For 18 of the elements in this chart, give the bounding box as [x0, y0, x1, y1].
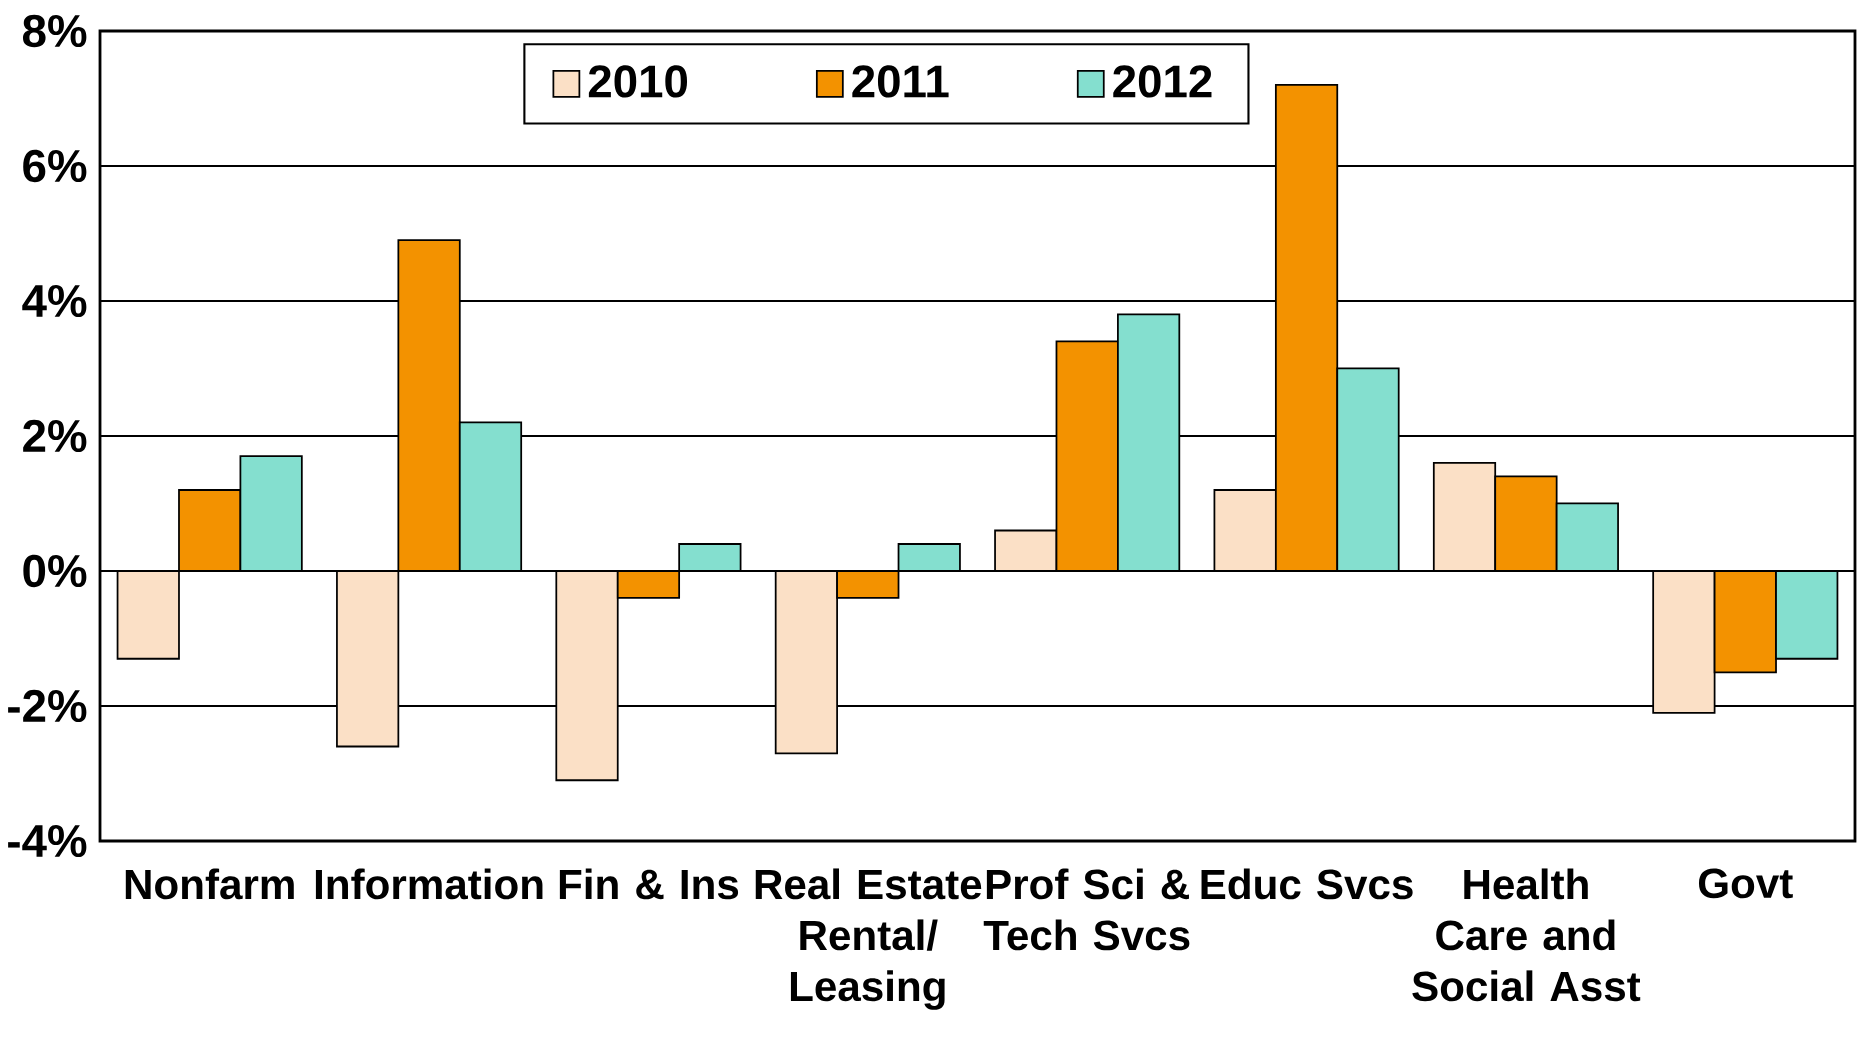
y-tick-label: 6% [23, 149, 87, 183]
x-tick-label: Health Care and Social Asst [1412, 868, 1641, 1002]
x-tick-label: Real Estate Rental/ Leasing [755, 868, 982, 1010]
y-tick-label: -4% [8, 824, 87, 858]
x-tick-label: Prof Sci & Tech Svcs [983, 868, 1190, 951]
x-tick-label: Nonfarm [125, 868, 294, 900]
x-tick-label: Fin & Ins [559, 868, 739, 900]
y-tick-label: 0% [23, 554, 87, 588]
x-tick-label: Information [315, 868, 543, 900]
legend-label: 2012 [1113, 65, 1212, 98]
legend-label: 2010 [588, 65, 688, 98]
legend-label: 2011 [852, 65, 949, 98]
y-tick-label: 2% [23, 419, 87, 453]
x-tick-label: Govt [1698, 868, 1793, 899]
x-tick-label: Educ Svcs [1201, 868, 1413, 900]
y-tick-label: 8% [22, 14, 87, 48]
y-tick-label: 4% [22, 284, 87, 318]
y-tick-label: -2% [8, 689, 87, 723]
